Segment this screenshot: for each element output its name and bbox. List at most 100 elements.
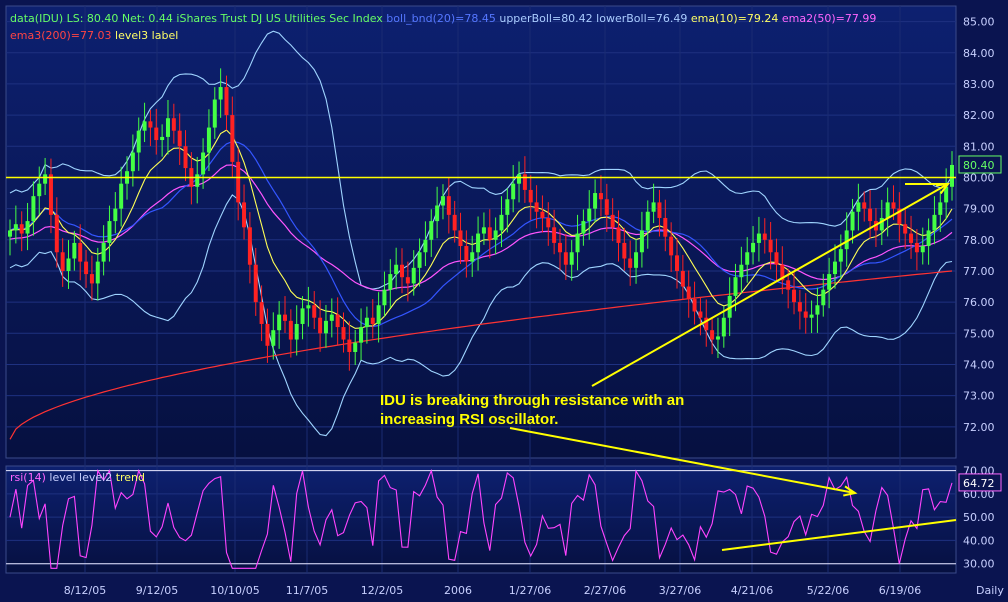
- y-tick-label: 78.00: [963, 234, 995, 247]
- candle-body: [944, 186, 949, 203]
- y-tick-label: 73.00: [963, 390, 995, 403]
- candle-body: [306, 305, 311, 309]
- x-tick-label: 5/22/06: [807, 584, 849, 597]
- candle-body: [909, 233, 914, 243]
- candle-body: [271, 330, 276, 346]
- candle-body: [265, 323, 270, 346]
- last-price-box: [958, 155, 1002, 174]
- x-tick-label: 8/12/05: [64, 584, 106, 597]
- candle-body: [370, 317, 375, 324]
- candle-body: [470, 252, 475, 262]
- candle-body: [329, 314, 334, 321]
- candle-body: [552, 227, 557, 243]
- candle-body: [195, 174, 200, 187]
- candle-body: [294, 323, 299, 340]
- candle-body: [832, 261, 837, 275]
- rsi-plot: [6, 468, 956, 569]
- y-tick-label: 81.00: [963, 140, 995, 153]
- rsi-arrow-head: [843, 485, 858, 497]
- candle-body: [756, 233, 761, 243]
- candle-body: [107, 221, 112, 243]
- candle-body: [815, 305, 820, 315]
- x-tick-label: 10/10/05: [210, 584, 259, 597]
- candle-body: [400, 264, 405, 278]
- candle-body: [522, 174, 527, 190]
- ema10-line: [9, 129, 953, 329]
- x-tick-label: 9/12/05: [136, 584, 178, 597]
- candle-body: [312, 305, 317, 318]
- price-arrow: [591, 183, 949, 387]
- candle-body: [733, 277, 738, 296]
- candle-body: [394, 264, 399, 275]
- legend-entry: level level2: [46, 471, 112, 484]
- candle-body: [850, 211, 855, 231]
- candle-body: [183, 146, 188, 169]
- period-label: Daily: [976, 584, 1004, 597]
- candle-body: [698, 311, 703, 318]
- candle-body: [914, 242, 919, 253]
- x-tick-label: 2/27/06: [584, 584, 626, 597]
- legend-entry: level3 label: [112, 29, 179, 42]
- candle-body: [388, 274, 393, 290]
- candle-body: [113, 208, 118, 222]
- upper-bollinger-line: [9, 30, 953, 290]
- candle-body: [803, 311, 808, 318]
- candle-body: [557, 242, 562, 253]
- y-tick-label: 85.00: [963, 16, 995, 29]
- rsi-y-tick-label: 40.00: [963, 534, 995, 547]
- candle-body: [347, 339, 352, 353]
- candle-body: [423, 239, 428, 253]
- legend-entry: ema3(200)=77.03: [10, 29, 112, 42]
- candle-body: [230, 115, 235, 162]
- candle-body: [13, 224, 18, 231]
- x-tick-label: 6/19/06: [879, 584, 921, 597]
- candle-body: [101, 242, 106, 262]
- candle-body: [359, 327, 364, 343]
- candle-body: [587, 208, 592, 222]
- candle-body: [253, 264, 258, 303]
- candle-body: [669, 236, 674, 256]
- candle-body: [809, 314, 814, 318]
- x-tick-label: 3/27/06: [659, 584, 701, 597]
- candle-body: [160, 136, 165, 141]
- legend-price-line2: ema3(200)=77.03 level3 label: [10, 29, 178, 42]
- candle-body: [645, 211, 650, 231]
- candle-body: [66, 258, 71, 271]
- candle-body: [598, 193, 603, 200]
- candle-body: [581, 221, 586, 234]
- candle-body: [868, 208, 873, 222]
- candle-body: [739, 264, 744, 278]
- candle-body: [417, 252, 422, 268]
- candle-body: [651, 202, 656, 212]
- candle-body: [242, 202, 247, 228]
- candle-body: [165, 118, 170, 137]
- annotation-arrows: [509, 182, 957, 551]
- candle-body: [493, 230, 498, 240]
- candle-body: [563, 252, 568, 265]
- candle-body: [932, 214, 937, 231]
- y-tick-label: 82.00: [963, 109, 995, 122]
- candle-body: [686, 286, 691, 300]
- candle-body: [710, 330, 715, 340]
- candle-body: [452, 214, 457, 231]
- legend-entry: lowerBoll=76.49: [593, 12, 688, 25]
- candle-body: [341, 327, 346, 340]
- candle-body: [54, 214, 59, 253]
- candle-body: [610, 214, 615, 228]
- x-tick-label: 4/21/06: [731, 584, 773, 597]
- candle-body: [335, 314, 340, 328]
- candle-body: [259, 302, 264, 324]
- y-tick-label: 74.00: [963, 358, 995, 371]
- candle-body: [411, 267, 416, 284]
- lower-bollinger-line: [9, 194, 953, 437]
- rsi-last-box: [958, 473, 1002, 492]
- rsi-last-label: 64.72: [963, 477, 995, 490]
- legend-entry: boll_bnd(20)=78.45: [383, 12, 496, 25]
- candle-body: [95, 261, 100, 284]
- candle-body: [721, 317, 726, 337]
- legend-price: data(IDU) LS: 80.40 Net: 0.44 iShares Tr…: [10, 12, 876, 25]
- candle-body: [821, 289, 826, 306]
- candle-body: [8, 230, 12, 237]
- legend-entry: trend: [112, 471, 145, 484]
- candle-body: [715, 336, 720, 340]
